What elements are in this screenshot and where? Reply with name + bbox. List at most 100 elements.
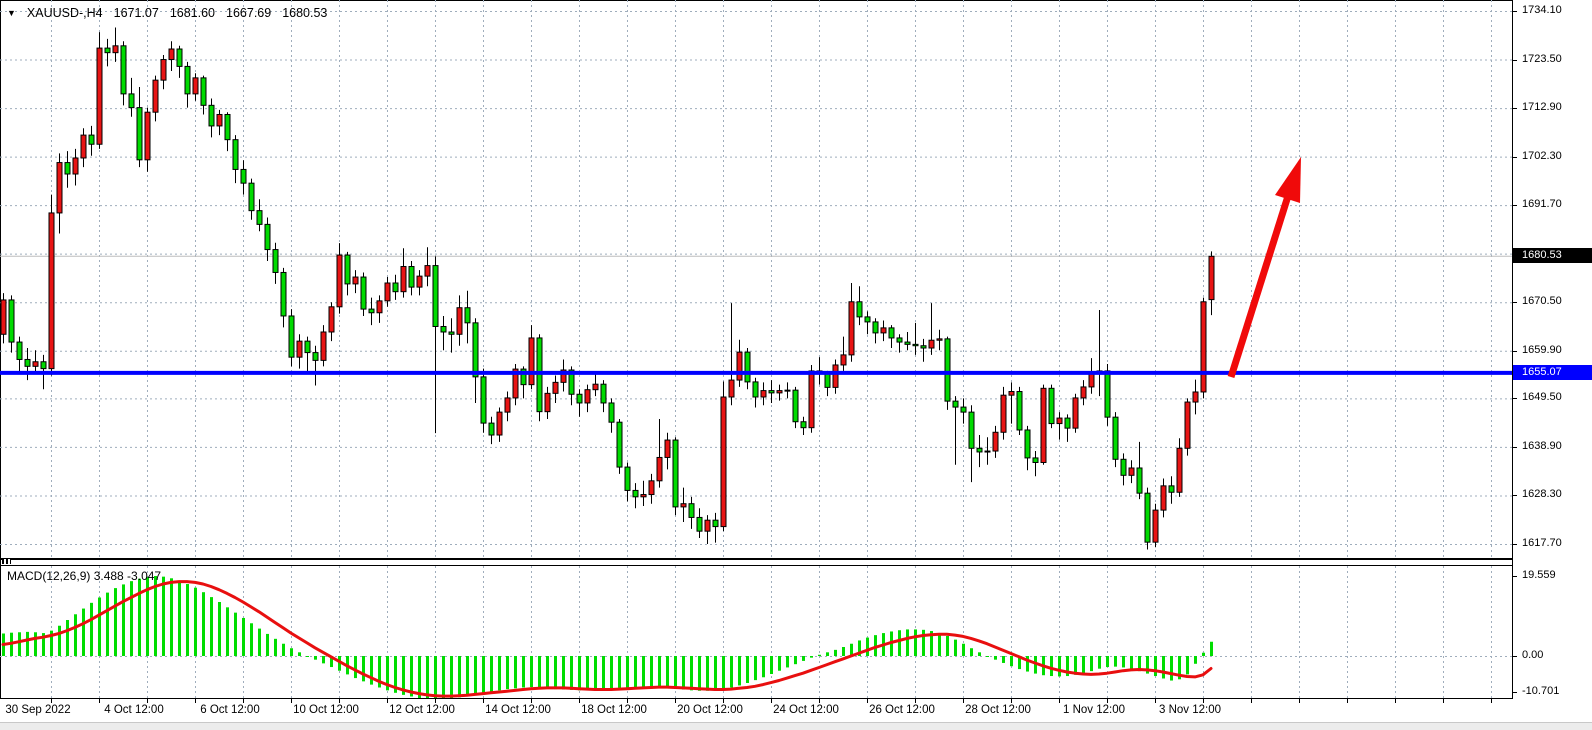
- macd-bar: [58, 625, 61, 656]
- candle-body: [120, 45, 127, 95]
- price-axis-label: 1670.50: [1522, 295, 1562, 308]
- time-axis-label: 1 Nov 12:00: [1062, 704, 1125, 716]
- macd-bar: [98, 597, 101, 656]
- macd-bar: [746, 656, 749, 683]
- macd-bar: [218, 602, 221, 656]
- time-axis-label: 3 Nov 12:00: [1158, 704, 1221, 716]
- macd-bar: [370, 656, 373, 685]
- candle-body: [1176, 447, 1183, 493]
- macd-bar: [658, 656, 661, 688]
- symbol-dropdown-icon[interactable]: ▼: [7, 8, 16, 18]
- price-axis[interactable]: 1680.53 1655.07 1734.10 1723.50 1712.90 170…: [1513, 0, 1592, 699]
- macd-bar: [930, 631, 933, 656]
- candle-body: [88, 134, 95, 145]
- macd-bar: [1154, 656, 1157, 677]
- macd-bar: [146, 577, 149, 656]
- candle-body: [408, 266, 415, 288]
- candle-body: [336, 254, 343, 308]
- chart-ohlc-header: ▼ XAUUSD-,H4 1671.07 1681.60 1667.69 1680.53: [7, 6, 338, 20]
- price-chart-pane[interactable]: [0, 0, 1512, 558]
- candle-body: [720, 396, 727, 528]
- pane-splitter-grip-icon[interactable]: [2, 559, 11, 564]
- price-axis-label: 1712.90: [1522, 101, 1562, 114]
- candle-body: [848, 301, 855, 356]
- macd-bar: [242, 617, 245, 656]
- candle-body: [712, 519, 719, 528]
- time-axis-tick: [627, 699, 628, 703]
- trend-arrow[interactable]: [1227, 157, 1301, 379]
- candle-body: [1008, 391, 1015, 396]
- window-bottom-edge: [0, 722, 1592, 730]
- time-axis-tick: [339, 699, 340, 703]
- candle-body: [344, 254, 351, 285]
- candle-body: [512, 368, 519, 399]
- macd-bar: [410, 656, 413, 697]
- candle-body: [920, 345, 927, 349]
- pane-splitter[interactable]: [0, 558, 1592, 560]
- candle-body: [1104, 370, 1111, 418]
- macd-indicator-pane[interactable]: [0, 566, 1512, 698]
- macd-bar: [946, 635, 949, 656]
- candle-body: [664, 439, 671, 458]
- macd-bar: [1066, 656, 1069, 677]
- candle-body: [696, 516, 703, 532]
- candle-body: [176, 48, 183, 67]
- macd-bar: [90, 602, 93, 656]
- macd-bar: [50, 630, 53, 656]
- candle-body: [352, 276, 359, 285]
- time-axis[interactable]: 30 Sep 2022 4 Oct 12:00 6 Oct 12:00 10 Oct …: [0, 699, 1592, 722]
- current-price-badge: 1680.53: [1513, 248, 1592, 264]
- macd-bar: [106, 592, 109, 656]
- price-axis-tick: [1513, 108, 1517, 110]
- macd-bar: [778, 656, 781, 671]
- price-axis-tick: [1513, 446, 1517, 448]
- candle-body: [64, 162, 71, 175]
- macd-bar: [162, 576, 165, 656]
- candle-body: [112, 45, 119, 54]
- macd-axis-tick: [1513, 656, 1517, 657]
- macd-bar: [154, 575, 157, 656]
- candle-body: [576, 393, 583, 404]
- macd-bar: [546, 656, 549, 689]
- candle-body: [616, 421, 623, 468]
- macd-bar: [922, 629, 925, 656]
- price-axis-label: 1628.30: [1522, 488, 1562, 501]
- time-axis-tick: [819, 699, 820, 703]
- macd-bar: [178, 580, 181, 656]
- price-gridlines: [0, 11, 1512, 545]
- macd-bar: [674, 656, 677, 689]
- candle-body: [32, 361, 39, 367]
- macd-bar: [554, 656, 557, 690]
- macd-bar: [1146, 656, 1149, 674]
- time-axis-tick: [723, 699, 724, 703]
- candle-body: [80, 134, 87, 159]
- candle-body: [856, 301, 863, 318]
- macd-bar: [18, 632, 21, 656]
- candle-body: [912, 343, 919, 347]
- candle-body: [760, 390, 767, 398]
- candle-body: [464, 307, 471, 324]
- candle-body: [216, 113, 223, 127]
- time-axis-label: 26 Oct 12:00: [869, 704, 935, 716]
- price-axis-divider: [1512, 0, 1513, 722]
- macd-bar: [1010, 656, 1013, 667]
- macd-axis-tick: [1513, 692, 1517, 693]
- candle-body: [400, 266, 407, 293]
- candle-body: [304, 340, 311, 354]
- time-axis-label: 18 Oct 12:00: [581, 704, 647, 716]
- macd-bar: [426, 656, 429, 698]
- macd-bar: [1210, 641, 1213, 656]
- price-axis-label: 1691.70: [1522, 198, 1562, 211]
- time-axis-label: 6 Oct 12:00: [200, 704, 260, 716]
- macd-bar: [274, 638, 277, 656]
- time-axis-tick: [435, 699, 436, 703]
- macd-bar: [538, 656, 541, 688]
- macd-bar: [130, 581, 133, 656]
- candle-body: [592, 383, 599, 391]
- candle-body: [144, 111, 151, 161]
- time-axis-label: 30 Sep 2022: [5, 704, 71, 716]
- candle-body: [160, 59, 167, 81]
- candle-body: [136, 107, 143, 161]
- macd-bar: [1194, 656, 1197, 664]
- time-axis-tick: [1251, 699, 1252, 703]
